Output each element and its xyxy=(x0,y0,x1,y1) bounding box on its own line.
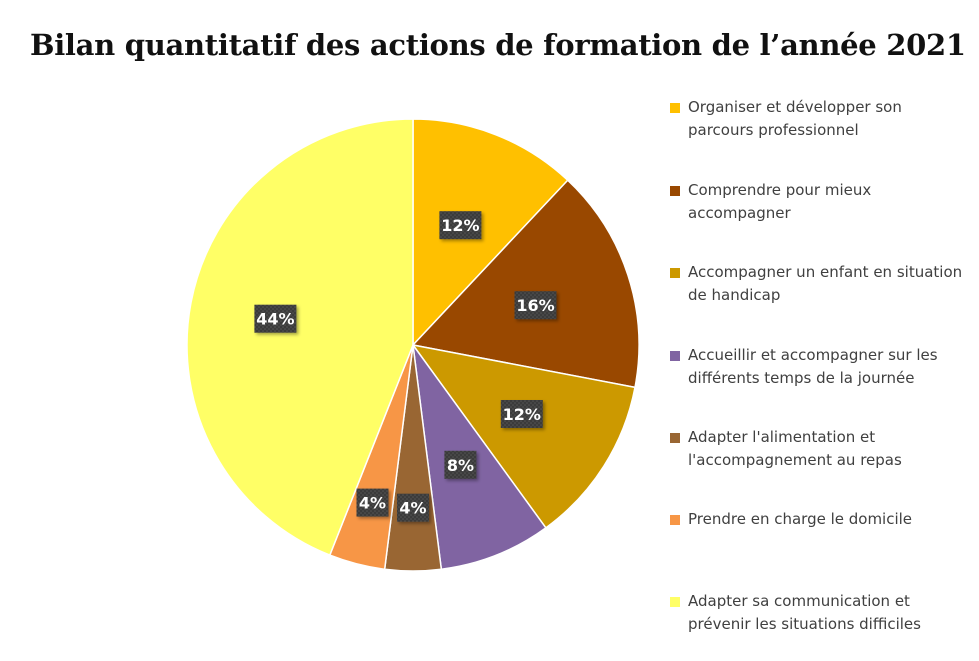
data-label-6: 4% xyxy=(356,488,389,517)
legend-item-5: Adapter l'alimentation et l'accompagneme… xyxy=(670,426,970,471)
legend-label: Accompagner un enfant en situation de ha… xyxy=(688,263,963,304)
legend-swatch xyxy=(670,433,680,443)
pie-slice-1 xyxy=(412,118,569,347)
data-label-5: 4% xyxy=(397,493,429,522)
legend-swatch xyxy=(670,351,680,361)
legend-label: Organiser et développer son parcours pro… xyxy=(688,98,902,139)
legend-item-2: Comprendre pour mieux accompagner xyxy=(670,179,970,224)
legend-swatch xyxy=(670,597,680,607)
legend-label: Adapter sa communication et prévenir les… xyxy=(688,592,921,633)
legend-item-6: Prendre en charge le domicile xyxy=(670,508,970,531)
data-label-4: 8% xyxy=(444,450,477,479)
data-label-3: 12% xyxy=(500,400,543,428)
data-label-1: 12% xyxy=(439,211,482,240)
pie-slice-2 xyxy=(411,179,640,389)
data-label-box xyxy=(444,450,477,479)
data-label-text: 4% xyxy=(359,494,386,513)
data-label-box xyxy=(514,291,557,320)
data-label-7: 44% xyxy=(254,304,297,333)
legend-item-7: Adapter sa communication et prévenir les… xyxy=(670,590,970,635)
data-label-2: 16% xyxy=(514,291,557,320)
data-label-box xyxy=(500,400,543,428)
data-label-box xyxy=(439,211,482,240)
data-label-box xyxy=(356,488,389,517)
legend-label: Accueillir et accompagner sur les différ… xyxy=(688,346,938,387)
legend-swatch xyxy=(670,103,680,113)
legend-swatch xyxy=(670,515,680,525)
data-label-text: 44% xyxy=(256,310,294,329)
data-label-text: 8% xyxy=(447,456,474,475)
legend-label: Prendre en charge le domicile xyxy=(688,510,913,528)
legend-swatch xyxy=(670,268,680,278)
data-label-box xyxy=(397,493,429,522)
legend-item-1: Organiser et développer son parcours pro… xyxy=(670,96,970,141)
data-label-text: 4% xyxy=(399,499,426,518)
data-label-text: 16% xyxy=(516,296,554,315)
pie-slice-3 xyxy=(411,343,636,529)
legend-item-3: Accompagner un enfant en situation de ha… xyxy=(670,261,970,306)
data-label-text: 12% xyxy=(503,405,541,424)
legend-label: Comprendre pour mieux accompagner xyxy=(688,181,872,222)
pie-slice-7 xyxy=(186,118,414,557)
legend-swatch xyxy=(670,186,680,196)
legend-label: Adapter l'alimentation et l'accompagneme… xyxy=(688,428,902,469)
data-label-text: 12% xyxy=(441,216,479,235)
data-label-box xyxy=(254,304,297,333)
chart-title: Bilan quantitatif des actions de formati… xyxy=(30,28,966,62)
pie-data-labels: 12% 16% 12% 8% 4% 4% 44% xyxy=(254,211,557,522)
pie-slice-4 xyxy=(412,344,547,571)
legend-item-4: Accueillir et accompagner sur les différ… xyxy=(670,344,970,389)
